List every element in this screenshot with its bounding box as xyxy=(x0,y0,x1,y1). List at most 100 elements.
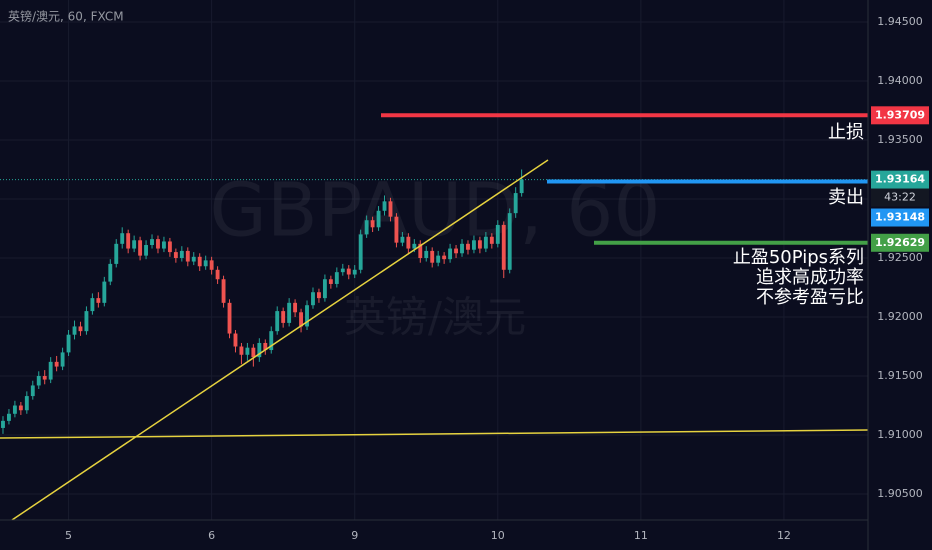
candle-body xyxy=(215,269,220,280)
level-price-label: 1.93148 xyxy=(875,211,925,224)
candle-body xyxy=(495,224,500,244)
candle-body xyxy=(42,376,47,380)
level-price-box xyxy=(871,106,929,125)
candle-body xyxy=(346,268,351,275)
candle-body xyxy=(442,255,447,260)
x-tick-label: 6 xyxy=(208,529,215,542)
candle-body xyxy=(412,243,417,249)
candle-body xyxy=(293,302,298,313)
candle-body xyxy=(299,312,303,327)
level-note: 追求高成功率 xyxy=(756,267,864,288)
candle-body xyxy=(203,260,208,267)
candle-body xyxy=(406,236,411,249)
candle-body xyxy=(275,311,280,332)
candle-body xyxy=(221,279,226,303)
candle-body xyxy=(156,239,160,249)
candle-body xyxy=(66,334,71,353)
candle-body xyxy=(120,233,125,244)
candle-body xyxy=(382,201,387,211)
level-name: 止损 xyxy=(828,122,864,143)
level-name: 卖出 xyxy=(828,187,864,208)
y-tick-label: 1.94000 xyxy=(877,74,923,87)
candle-body xyxy=(483,236,488,249)
candle-body xyxy=(138,240,143,256)
candle-body xyxy=(370,220,375,228)
candle-body xyxy=(317,292,321,299)
candle-body xyxy=(477,240,482,249)
y-tick-label: 1.90500 xyxy=(877,487,923,500)
candle-body xyxy=(162,241,166,249)
y-tick-label: 1.94500 xyxy=(877,15,923,28)
candle-body xyxy=(400,236,405,243)
level-price-label: 1.93709 xyxy=(875,108,925,121)
level-price-box xyxy=(871,233,929,252)
candle-body xyxy=(209,260,214,270)
candle-body xyxy=(48,361,53,380)
y-tick-label: 1.91000 xyxy=(877,428,923,441)
candle-body xyxy=(334,272,339,284)
candle-body xyxy=(90,298,95,312)
x-tick-label: 12 xyxy=(777,529,791,542)
candle-body xyxy=(102,281,107,303)
candle-body xyxy=(96,298,101,303)
candle-body xyxy=(394,216,399,243)
candle-body xyxy=(460,243,464,254)
level-name: 止盈50Pips系列 xyxy=(733,247,864,268)
countdown-label: 43:22 xyxy=(884,191,916,204)
y-tick-label: 1.91500 xyxy=(877,369,923,382)
candle-body xyxy=(132,240,137,249)
candle-body xyxy=(197,256,202,267)
last-price-box xyxy=(871,170,929,189)
candle-body xyxy=(239,346,244,355)
candle-body xyxy=(358,234,363,270)
candle-body xyxy=(84,311,89,332)
marks-layer xyxy=(0,113,868,434)
candle-body xyxy=(340,268,345,273)
candle-body xyxy=(150,239,154,246)
candle-body xyxy=(454,248,458,254)
watermark-subtitle: 英镑/澳元 xyxy=(344,293,526,342)
support-line xyxy=(0,429,869,439)
candle-body xyxy=(1,420,5,428)
level-price-box xyxy=(871,208,929,227)
candle-body xyxy=(448,248,453,260)
candle-body xyxy=(54,361,59,367)
candle-body xyxy=(430,250,435,263)
candle-body xyxy=(36,376,41,386)
x-tick-label: 9 xyxy=(351,529,358,542)
candle-body xyxy=(513,193,518,214)
candle-body xyxy=(489,236,494,244)
candle-body xyxy=(191,256,196,262)
candle-body xyxy=(472,240,476,250)
x-tick-label: 5 xyxy=(65,529,72,542)
candle-body xyxy=(263,342,268,351)
candle-body xyxy=(114,243,119,264)
candle-body xyxy=(352,269,357,275)
candle-body xyxy=(24,396,29,411)
candle-body xyxy=(287,302,292,323)
y-tick-label: 1.92500 xyxy=(877,251,923,264)
candle-body xyxy=(466,243,470,250)
candle-body xyxy=(257,342,262,358)
y-tick-label: 1.93500 xyxy=(877,133,923,146)
candle-body xyxy=(30,385,35,397)
countdown-box xyxy=(871,188,929,207)
trend-line xyxy=(11,159,549,521)
candle-body xyxy=(173,252,178,258)
candle-body xyxy=(507,213,512,270)
x-tick-label: 11 xyxy=(634,529,648,542)
candle-body xyxy=(108,263,113,282)
candle-body xyxy=(185,250,190,262)
candle-body xyxy=(18,405,23,411)
candle-body xyxy=(179,250,184,258)
candle-body xyxy=(72,326,77,335)
level-note: 不参考盈亏比 xyxy=(756,287,864,308)
candle-body xyxy=(328,279,333,284)
candle-body xyxy=(227,302,232,334)
candle-body xyxy=(281,311,286,323)
chart-title: 英镑/澳元, 60, FXCM xyxy=(8,9,124,24)
candle-body xyxy=(322,279,327,299)
